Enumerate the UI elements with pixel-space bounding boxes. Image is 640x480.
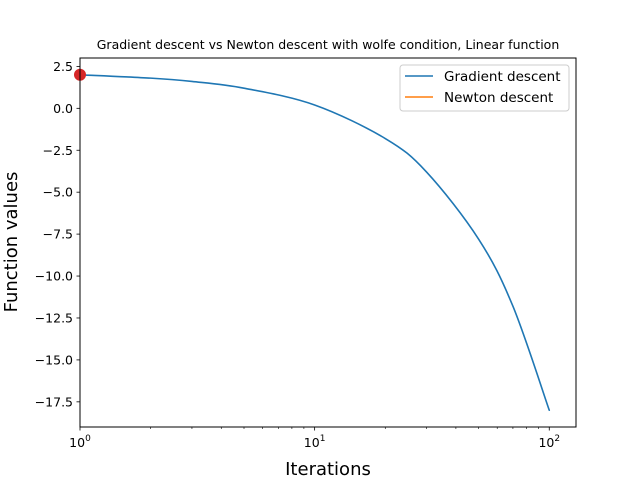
y-axis: 2.5 0.0 −2.5 −5.0 −7.5 −10.0 −12.5 −15.0 −17.5 — [35, 59, 80, 409]
x-axis: 100 101 102 — [69, 427, 560, 450]
x-tick-label-exponent: 2 — [554, 434, 560, 444]
legend-label: Gradient descent — [444, 69, 561, 85]
y-tick-label: −15.0 — [35, 352, 73, 367]
y-tick-label: −7.5 — [43, 227, 73, 242]
x-tick-label-base: 10 — [538, 435, 554, 450]
x-tick-label: 102 — [538, 434, 560, 450]
x-tick-label: 100 — [69, 434, 91, 450]
legend-label: Newton descent — [444, 90, 553, 106]
y-tick-label: −2.5 — [43, 143, 73, 158]
x-tick-label-exponent: 0 — [85, 434, 91, 444]
y-tick-label: 0.0 — [53, 101, 73, 116]
plot-frame — [79, 57, 577, 428]
y-tick-label: −17.5 — [35, 394, 73, 409]
y-tick-label: 2.5 — [53, 59, 73, 74]
plot-area — [80, 58, 576, 427]
x-tick-label-base: 10 — [304, 435, 320, 450]
legend: Gradient descent Newton descent — [399, 64, 570, 112]
x-tick-label-exponent: 1 — [320, 434, 326, 444]
y-axis-label: Function values — [1, 172, 22, 313]
series-line — [79, 73, 551, 412]
y-tick-label: −10.0 — [35, 269, 73, 284]
y-tick-label: −12.5 — [35, 310, 73, 325]
legend-box — [399, 64, 570, 112]
y-tick-label: −5.0 — [43, 185, 73, 200]
x-axis-label: Iterations — [285, 459, 371, 480]
x-tick-label: 101 — [304, 434, 326, 450]
chart-title: Gradient descent vs Newton descent with … — [97, 37, 560, 52]
x-tick-label-base: 10 — [69, 435, 85, 450]
